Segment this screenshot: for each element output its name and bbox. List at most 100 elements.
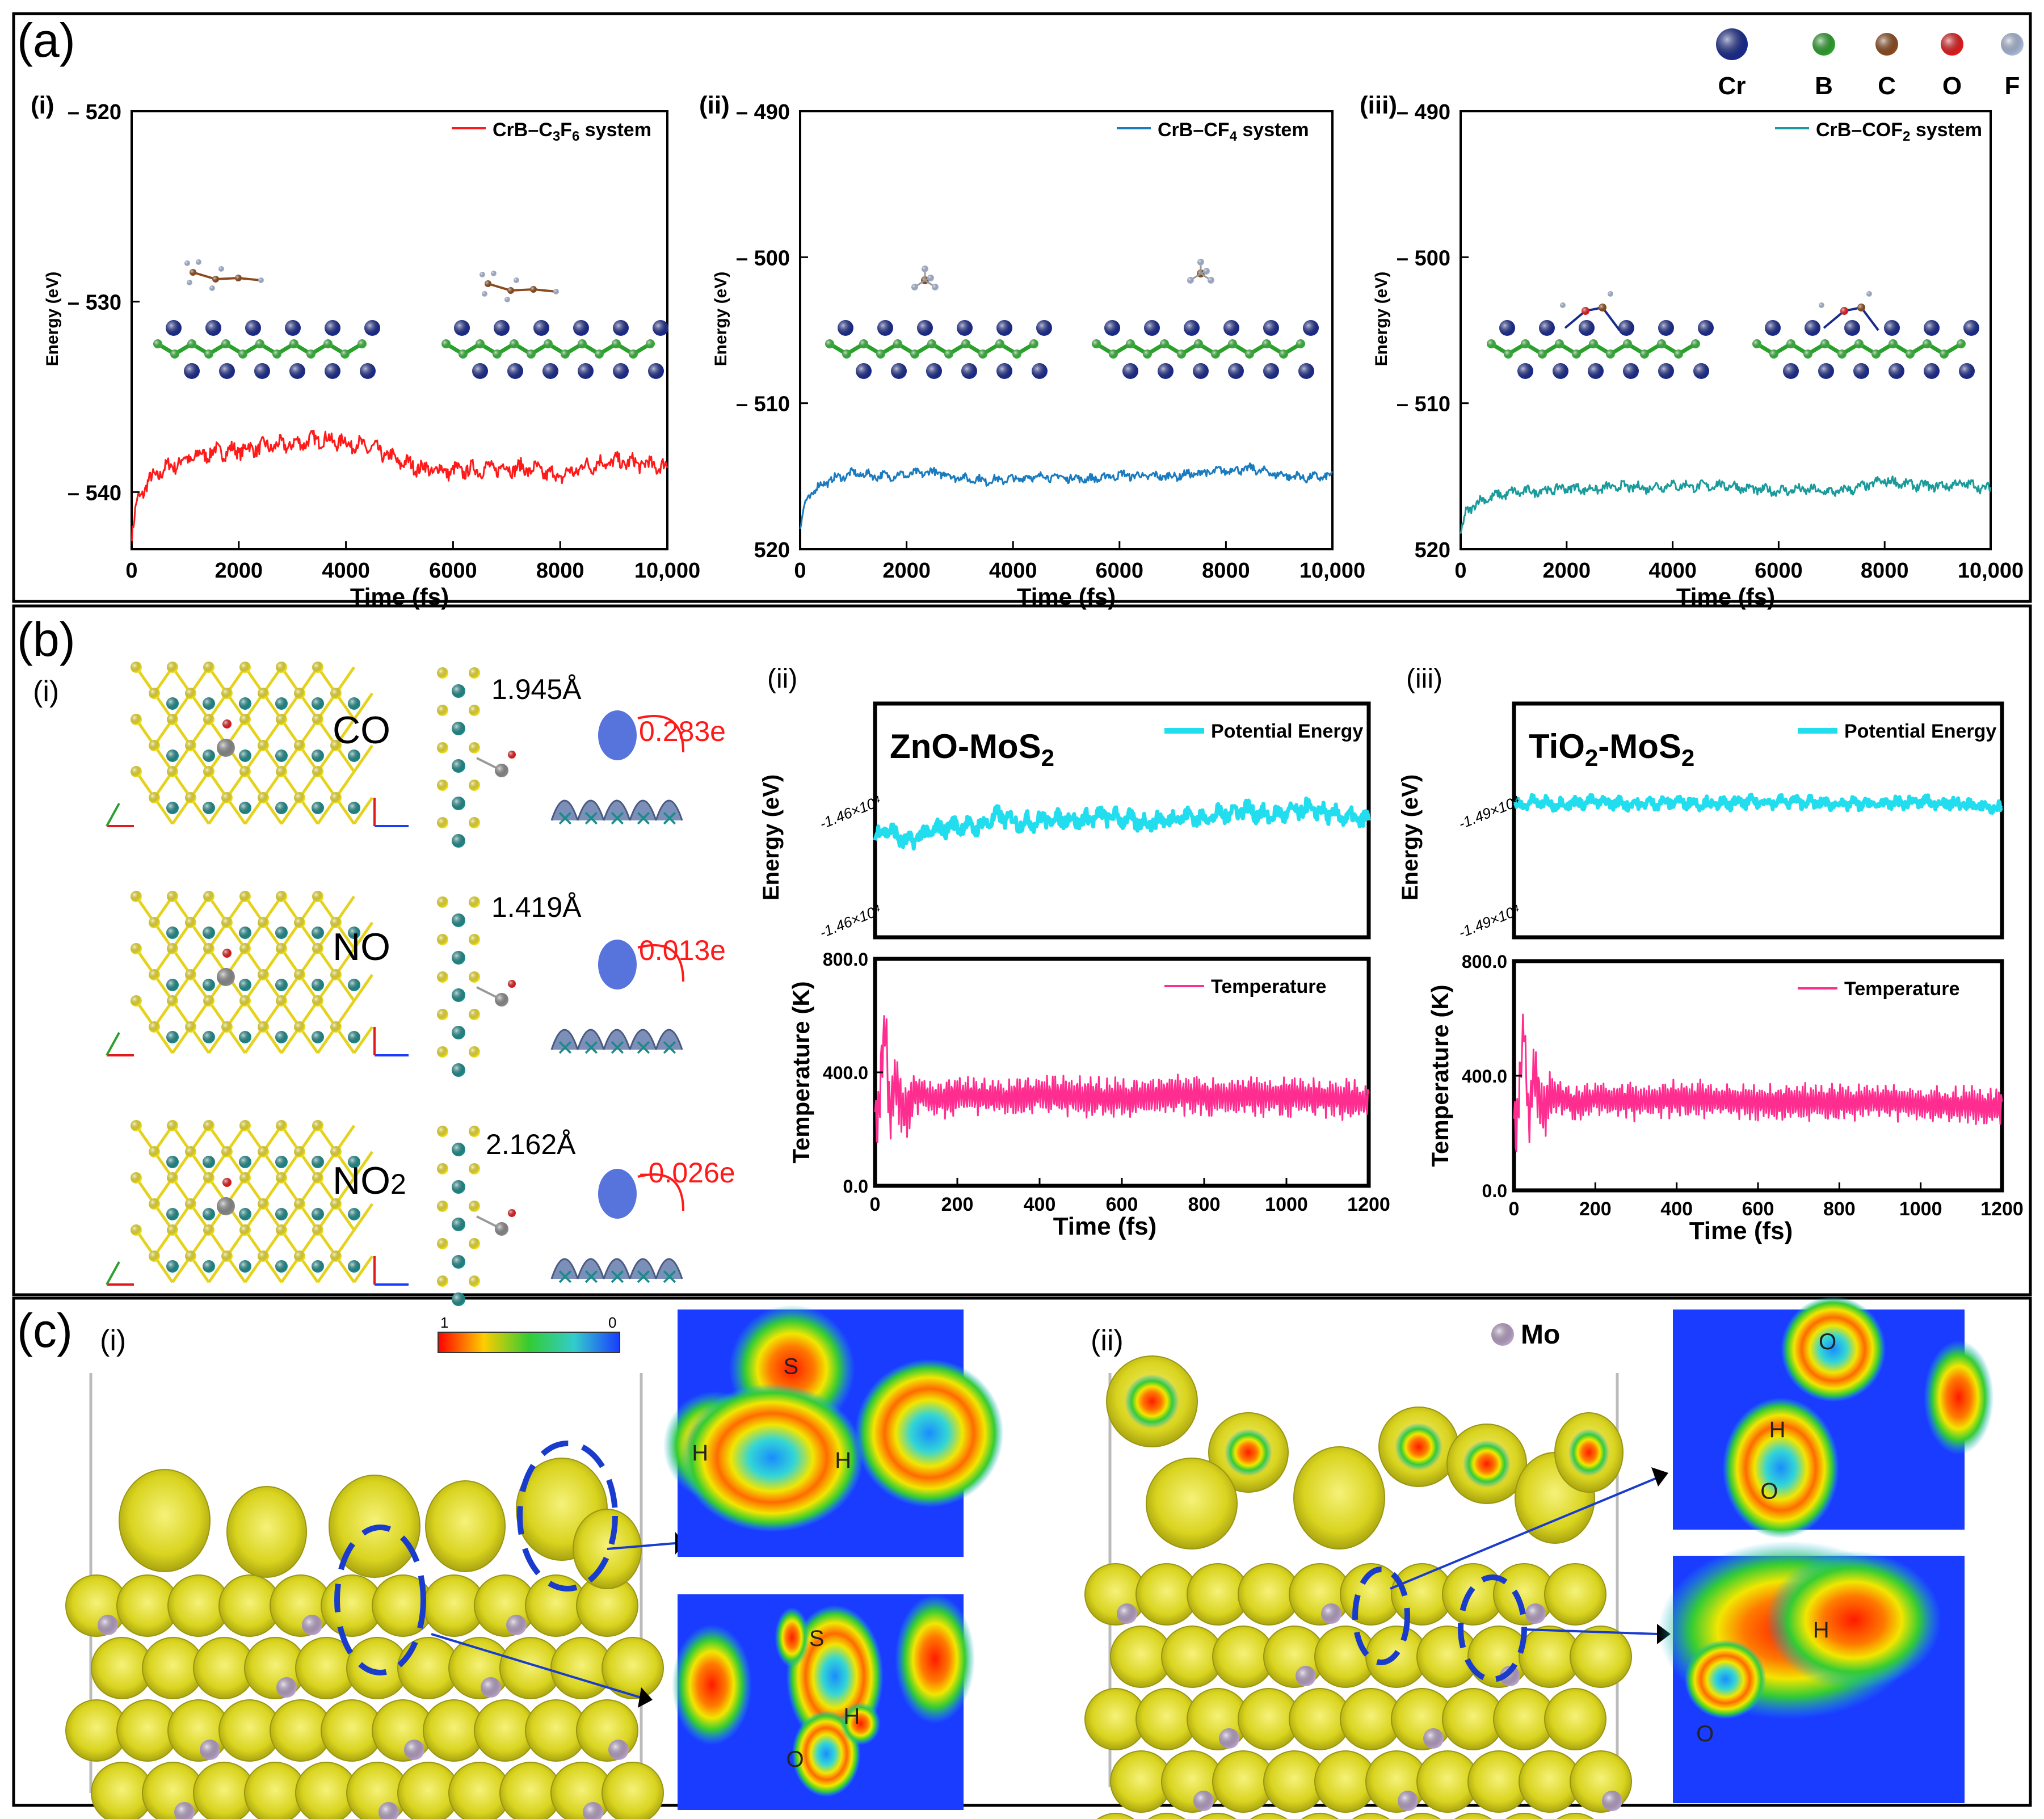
- f-atom-shade: [209, 285, 215, 291]
- b-atom-shade: [978, 350, 987, 359]
- cr-atom-shade: [1805, 320, 1820, 336]
- x-tick-label: 1000: [1265, 1194, 1308, 1215]
- b-atom-shade: [646, 339, 655, 348]
- isosurface-blob: [602, 1762, 664, 1819]
- row-no: NO 1.419Å 0.013e: [333, 891, 726, 969]
- mo-atom-shade: [312, 927, 324, 939]
- o-atom-shade: [1582, 307, 1589, 315]
- s-atom-shade: [312, 766, 323, 777]
- s-atom-shade: [185, 792, 196, 803]
- s-atom-shade: [276, 1172, 287, 1184]
- s-atom-shade: [469, 1046, 480, 1058]
- elf-spot: [1924, 1340, 1994, 1455]
- subpanel-label: (ii): [767, 664, 797, 694]
- cr-atom-shade: [1263, 320, 1279, 336]
- f-atom-swatch-shade: [2001, 33, 2024, 56]
- s-atom-shade: [330, 740, 342, 751]
- cr-atom-shade: [245, 320, 261, 336]
- s-atom-shade: [239, 891, 251, 902]
- cr-atom-shade: [285, 320, 301, 336]
- cr-atom-shade: [1844, 320, 1860, 336]
- b-atom-shade: [1837, 350, 1847, 359]
- mo-legend: Mo: [1491, 1320, 1560, 1350]
- s-atom-shade: [185, 917, 196, 928]
- b-atom-shade: [1126, 339, 1135, 348]
- elf-spot: [1684, 1640, 1767, 1719]
- map-c-i-bottom: S H O: [671, 1594, 975, 1810]
- b-atom-shade: [859, 339, 868, 348]
- row-no2: NO2 2.162Å -0.026e: [333, 1129, 735, 1202]
- b-atom-shade: [527, 350, 536, 359]
- b-atom-shade: [561, 350, 570, 359]
- b-atom-shade: [842, 350, 851, 359]
- b-atom-shade: [910, 350, 919, 359]
- slab-3: [1092, 259, 1319, 379]
- mo-s-bond: [352, 1151, 374, 1179]
- mo-atom-shade: [452, 1143, 465, 1156]
- mo-atom-shade: [348, 1208, 360, 1220]
- x-tick-label: 8000: [1861, 559, 1909, 583]
- s-atom-shade: [469, 1126, 480, 1137]
- highlight-circle: [517, 1441, 618, 1591]
- b-atom-shade: [1279, 350, 1288, 359]
- s-atom-shade: [330, 1250, 342, 1262]
- axis-b: [106, 803, 120, 827]
- s-atom-shade: [469, 705, 480, 716]
- x-tick-label: 200: [941, 1194, 974, 1215]
- mo-atom-shade: [348, 697, 360, 710]
- adsorbed-molecule-cf4: [911, 266, 939, 290]
- s-atom-shade: [437, 1201, 448, 1212]
- cr-atom-shade: [1263, 363, 1279, 379]
- f-atom-shade: [1819, 302, 1824, 308]
- y-tick-label: – 540: [68, 481, 121, 505]
- s-atom-shade: [239, 1120, 251, 1131]
- elf-colorbar: 1 0: [438, 1314, 620, 1353]
- s-atom-shade: [437, 1126, 448, 1137]
- s-atom-shade: [312, 995, 323, 1007]
- cr-atom-shade: [219, 363, 235, 379]
- isosurface-blob: [1544, 1688, 1606, 1750]
- cr-atom-shade: [1193, 363, 1209, 379]
- cr-atom-shade: [1963, 320, 1979, 336]
- mo-atom-shade: [1398, 1791, 1418, 1811]
- atom-label: S: [809, 1626, 825, 1651]
- cr-atom-shade: [533, 320, 549, 336]
- s-atom-shade: [203, 1172, 215, 1184]
- s-atom-shade: [221, 1021, 233, 1033]
- mo-atom-shade: [203, 750, 215, 762]
- cr-atom-shade: [254, 363, 270, 379]
- adsorbed-molecule-cf4: [1187, 259, 1214, 284]
- y-axis-label: Energy (eV): [43, 272, 62, 367]
- x-tick-label: 600: [1742, 1198, 1774, 1220]
- s-atom-shade: [167, 995, 178, 1007]
- axis-b: [106, 1261, 120, 1285]
- cr-atom-shade: [1499, 320, 1515, 336]
- atom-label: O: [787, 1747, 804, 1772]
- x-tick-label: 1000: [1899, 1198, 1942, 1220]
- mo-atom-shade: [166, 1031, 179, 1043]
- b-atom-shade: [1674, 350, 1683, 359]
- s-atom-shade: [131, 943, 142, 954]
- b-atom-shade: [612, 339, 621, 348]
- f-atom-shade: [1187, 277, 1194, 284]
- mo-marker: ✕: [556, 1037, 574, 1060]
- charge-arrow: [637, 715, 684, 753]
- s-atom-shade: [131, 995, 142, 1007]
- legend-label: CrB–CF4 system: [1158, 119, 1309, 144]
- elf-spot: [1722, 1397, 1839, 1539]
- adsorbate-atom-shade: [495, 1222, 508, 1236]
- mo-atom-shade: [275, 750, 288, 762]
- b-atom-shade: [1245, 350, 1254, 359]
- x-tick-label: 1200: [1347, 1194, 1390, 1215]
- b-atom-shade: [459, 350, 468, 359]
- s-atom-shade: [312, 714, 323, 725]
- mo-atom-shade: [452, 722, 465, 735]
- isosurface-blob: [1454, 1813, 1492, 1819]
- s-atom-shade: [312, 1172, 323, 1184]
- chart-b-iii-energy: Potential Energy-1.49×10⁴-1.49×10⁴Energy…: [1398, 664, 2004, 941]
- mo-atom-shade: [200, 1740, 220, 1760]
- colorbar-max: 1: [440, 1314, 448, 1331]
- mo-atom-shade: [1602, 1791, 1622, 1811]
- charge-density-lobe: [598, 710, 637, 760]
